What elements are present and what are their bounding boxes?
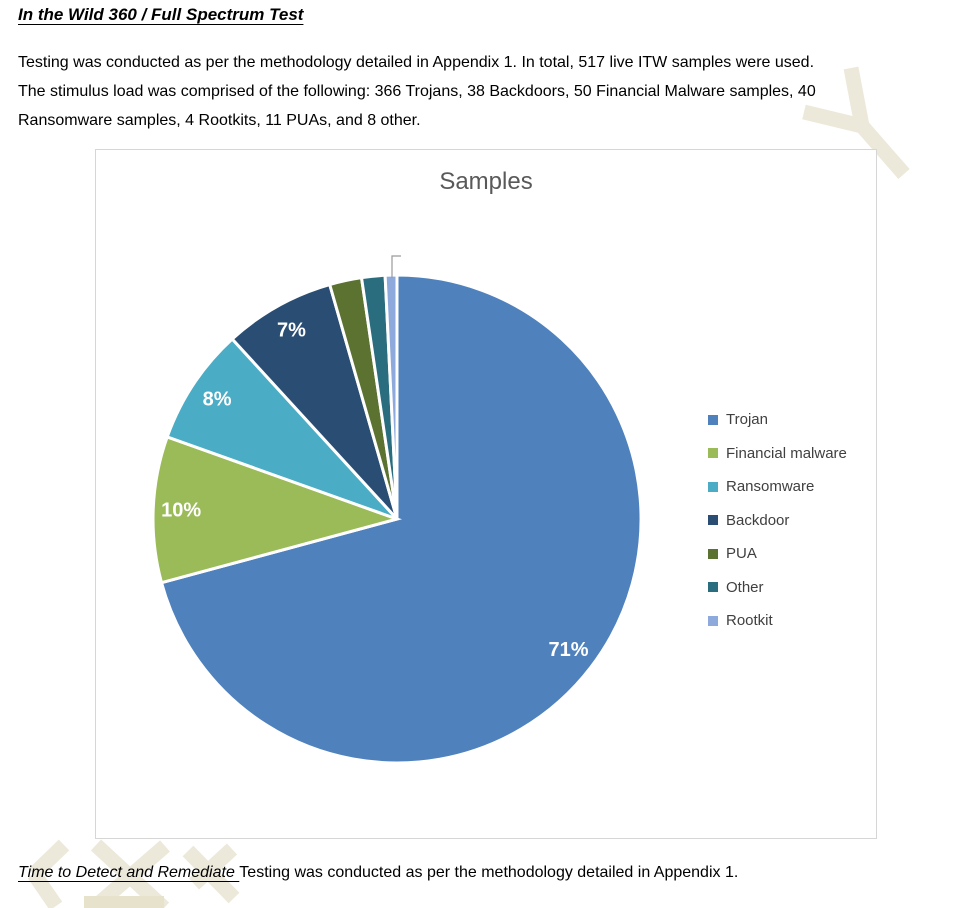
chart-legend: Trojan Financial malware Ransomware Backdoo… bbox=[708, 410, 847, 645]
legend-marker-icon bbox=[708, 548, 718, 559]
pie-label-backdoor: 7% bbox=[277, 320, 306, 342]
footer-text: Testing was conducted as per the methodo… bbox=[239, 864, 739, 881]
footer-heading: Time to Detect and Remediate bbox=[18, 864, 240, 881]
pie-label-financial-malware: 10% bbox=[161, 500, 201, 522]
legend-label: PUA bbox=[726, 545, 757, 562]
pie-slice-ransomware bbox=[165, 336, 399, 521]
pie-label-ransomware: 8% bbox=[203, 389, 232, 411]
legend-label: Rootkit bbox=[726, 612, 773, 629]
legend-marker-icon bbox=[708, 414, 718, 425]
legend-item-rootkit: Rootkit bbox=[708, 611, 847, 630]
legend-marker-icon bbox=[708, 448, 718, 458]
legend-item-other: Other bbox=[708, 578, 847, 597]
legend-item-trojan: Trojan bbox=[708, 410, 847, 429]
legend-marker-icon bbox=[708, 481, 718, 492]
legend-item-financial-malware: Financial malware bbox=[708, 444, 847, 463]
legend-label: Trojan bbox=[726, 411, 768, 428]
legend-marker-icon bbox=[708, 615, 718, 626]
pie-label-trojan: 71% bbox=[548, 639, 588, 661]
legend-item-pua: PUA bbox=[708, 544, 847, 563]
section-heading: In the Wild 360 / Full Spectrum Test bbox=[18, 5, 304, 24]
legend-item-ransomware: Ransomware bbox=[708, 477, 847, 496]
footer-paragraph: Time to Detect and Remediate Testing was… bbox=[18, 864, 953, 882]
paragraph-line-3: Ransomware samples, 4 Rootkits, 11 PUAs,… bbox=[18, 112, 421, 129]
legend-label: Financial malware bbox=[726, 444, 847, 462]
pie-chart-svg: 71% 10% 8% 7% bbox=[151, 255, 643, 765]
legend-marker-icon bbox=[708, 582, 718, 592]
pie-slice-backdoor bbox=[230, 282, 399, 521]
legend-label: Backdoor bbox=[726, 511, 790, 529]
pie-slice-rootkit bbox=[383, 273, 399, 520]
rootkit-leader-line bbox=[391, 255, 401, 278]
pie-chart-container: Samples 71% 10% 8% 7% Trojan Financial malwa… bbox=[95, 149, 877, 839]
intro-paragraph: Testing was conducted as per the methodo… bbox=[18, 48, 953, 135]
paragraph-line-2: The stimulus load was comprised of the f… bbox=[18, 83, 816, 100]
pie-slice-financial-malware bbox=[151, 434, 403, 585]
legend-label: Ransomware bbox=[726, 478, 815, 495]
legend-item-backdoor: Backdoor bbox=[708, 511, 847, 530]
paragraph-line-1: Testing was conducted as per the methodo… bbox=[18, 54, 815, 71]
legend-label: Other bbox=[726, 578, 764, 596]
chart-title: Samples bbox=[439, 168, 533, 195]
legend-marker-icon bbox=[708, 515, 718, 525]
